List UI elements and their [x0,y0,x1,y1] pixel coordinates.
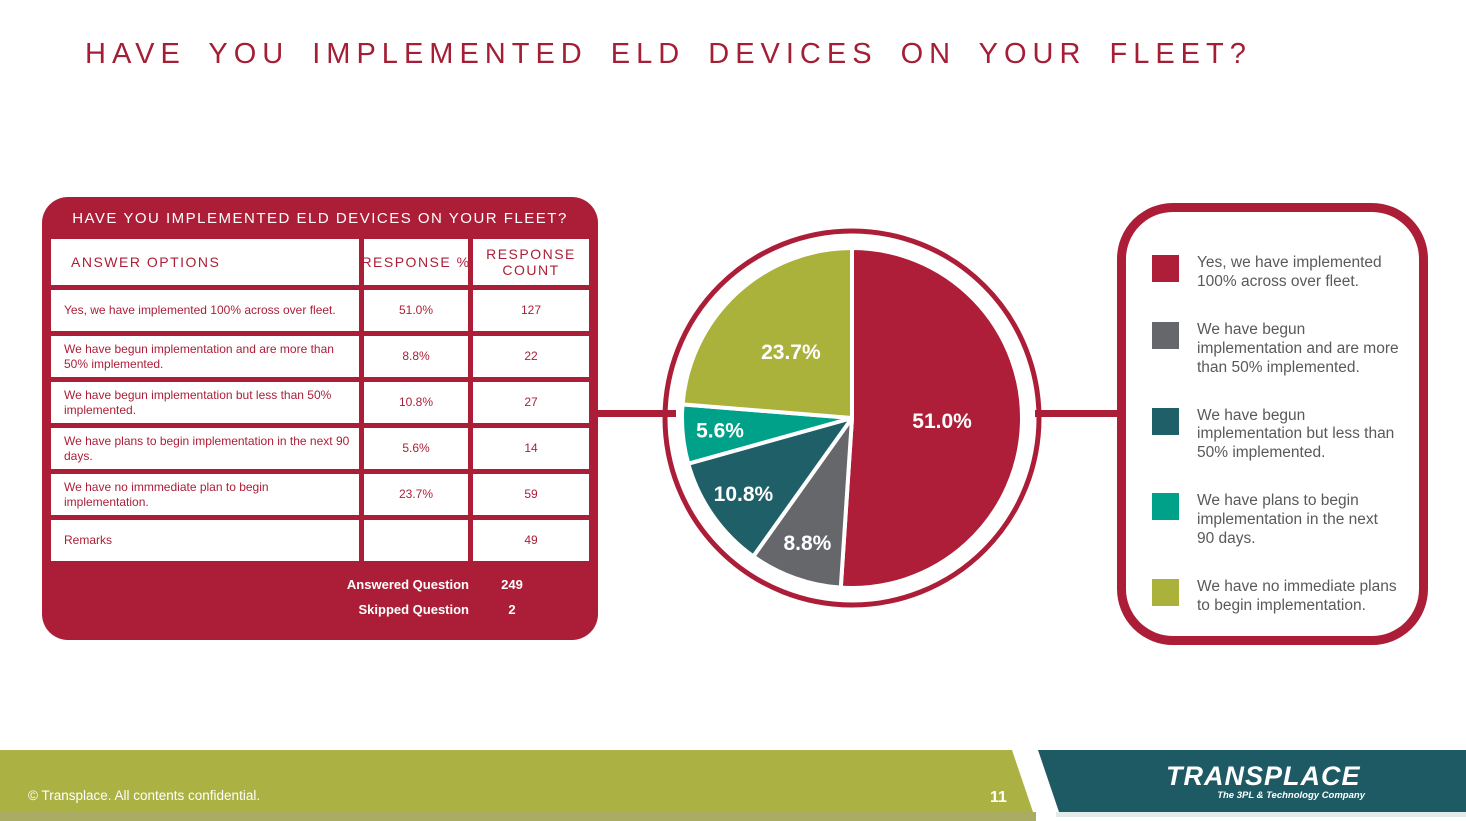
response-count-cell: 59 [473,474,589,515]
response-pct-cell [364,520,468,561]
pie-slice-5 [680,246,854,420]
results-table-card: HAVE YOU IMPLEMENTED ELD DEVICES ON YOUR… [42,197,598,640]
legend-item: We have begun implementation but less th… [1152,407,1399,464]
response-count-cell: 22 [473,336,589,377]
summary-value: 249 [501,577,523,592]
connector-line-right [1035,410,1120,417]
copyright-text: © Transplace. All contents confidential. [28,788,261,803]
column-header-3: RESPONSE COUNT [473,239,589,285]
answer-option-cell: We have plans to begin implementation in… [51,428,359,469]
legend-label: We have begun implementation but less th… [1197,406,1395,462]
legend-swatch-4 [1152,493,1179,521]
legend-swatch-1 [1152,255,1179,282]
legend-item: We have begun implementation and are mor… [1152,321,1399,378]
connector-line-left [590,410,676,417]
footer-shadow-right [1056,812,1466,817]
legend-label: We have begun implementation and are mor… [1197,320,1399,376]
pie-slice-label-5: 23.7% [761,341,821,364]
summary-label: Answered Question [346,577,469,592]
pie-chart: 51.0% 8.8% 10.8% 5.6% 23.7% [662,228,1042,608]
footer-shadow-left [0,812,1036,821]
legend-item: Yes, we have implemented 100% across ove… [1152,254,1399,292]
table-title: HAVE YOU IMPLEMENTED ELD DEVICES ON YOUR… [72,209,568,227]
page-number: 11 [990,789,1007,806]
response-pct-cell: 10.8% [364,382,468,423]
legend-label: We have plans to begin implementation in… [1197,492,1378,548]
response-pct-cell: 5.6% [364,428,468,469]
column-header-1: ANSWER OPTIONS [51,239,359,285]
response-pct-cell: 51.0% [364,290,468,331]
pie-slice-label-2: 8.8% [783,532,831,555]
legend-swatch-5 [1152,578,1179,606]
column-header-2: RESPONSE % [361,239,469,285]
summary-label: Skipped Question [358,602,469,617]
logo-tagline: The 3PL & Technology Company [1217,790,1365,801]
summary-row: Answered Question 249 [42,572,598,597]
answer-option-cell: We have begun implementation but less th… [51,382,359,423]
pie-slice-1 [838,246,1025,590]
response-count-cell: 49 [473,520,589,561]
answer-option-cell: Remarks [51,520,359,561]
pie-slice-label-4: 5.6% [696,420,744,443]
pie-slice-label-1: 51.0% [912,410,972,433]
legend-swatch-2 [1152,321,1179,349]
legend-items: Yes, we have implemented 100% across ove… [1152,254,1399,616]
table-summary: Answered Question 249 Skipped Question 2 [42,572,598,622]
response-count-cell: 14 [473,428,589,469]
response-count-cell: 27 [473,382,589,423]
results-table: ANSWER OPTIONS RESPONSE % RESPONSE COUNT Ye… [51,239,589,561]
answer-option-cell: Yes, we have implemented 100% across ove… [51,290,359,331]
legend-item: We have plans to begin implementation in… [1152,492,1399,549]
pie-outer-ring [662,228,1042,608]
summary-row: Skipped Question 2 [42,597,598,622]
page-title: HAVE YOU IMPLEMENTED ELD DEVICES ON YOUR… [85,38,1252,70]
legend-item: We have no immediate plans to begin impl… [1152,578,1399,616]
logo-wordmark: TRANSPLACE [1166,761,1361,791]
response-count-cell: 127 [473,290,589,331]
pie-slice-label-3: 10.8% [714,483,774,506]
footer-teal-bar [1038,750,1466,812]
legend-label: We have no immediate plans to begin impl… [1197,577,1397,614]
transplace-logo: TRANSPLACE The 3PL & Technology Company [1166,761,1368,801]
response-pct-cell: 8.8% [364,336,468,377]
legend-label: Yes, we have implemented 100% across ove… [1197,254,1382,290]
answer-option-cell: We have no immmediate plan to begin impl… [51,474,359,515]
answer-option-cell: We have begun implementation and are mor… [51,336,359,377]
footer-olive-bar [0,750,1033,812]
response-pct-cell: 23.7% [364,474,468,515]
legend-card: Yes, we have implemented 100% across ove… [1117,203,1428,645]
legend-swatch-3 [1152,407,1179,435]
summary-value: 2 [508,602,516,617]
